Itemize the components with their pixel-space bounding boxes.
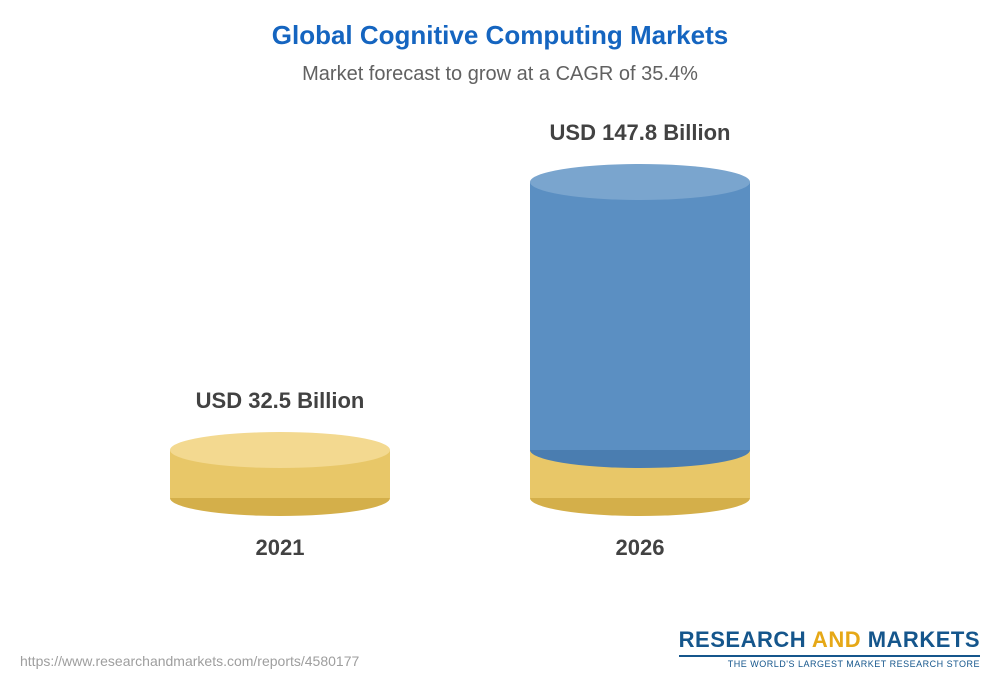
chart-title: Global Cognitive Computing Markets (0, 20, 1000, 51)
bar-2026: USD 147.8 Billion (530, 120, 750, 516)
brand-part3: MARKETS (868, 627, 980, 652)
year-label-2026: 2026 (530, 535, 750, 561)
cylinder-shape (530, 164, 750, 516)
brand-part2: AND (806, 627, 868, 652)
cylinder-shape (170, 432, 390, 516)
cylinder-body (530, 182, 750, 450)
chart-area: USD 32.5 Billion 2021 USD 147.8 Billion … (0, 106, 1000, 556)
bar-value-label: USD 147.8 Billion (550, 120, 731, 146)
bar-value-label: USD 32.5 Billion (196, 388, 365, 414)
brand-name: RESEARCH AND MARKETS (679, 627, 980, 653)
bar-2021: USD 32.5 Billion (170, 388, 390, 516)
brand-part1: RESEARCH (679, 627, 806, 652)
year-label-2021: 2021 (170, 535, 390, 561)
footer: https://www.researchandmarkets.com/repor… (20, 627, 980, 669)
brand-logo: RESEARCH AND MARKETS THE WORLD'S LARGEST… (679, 627, 980, 669)
cylinder-top (530, 164, 750, 200)
cylinder-top (170, 432, 390, 468)
chart-subtitle: Market forecast to grow at a CAGR of 35.… (0, 63, 1000, 86)
